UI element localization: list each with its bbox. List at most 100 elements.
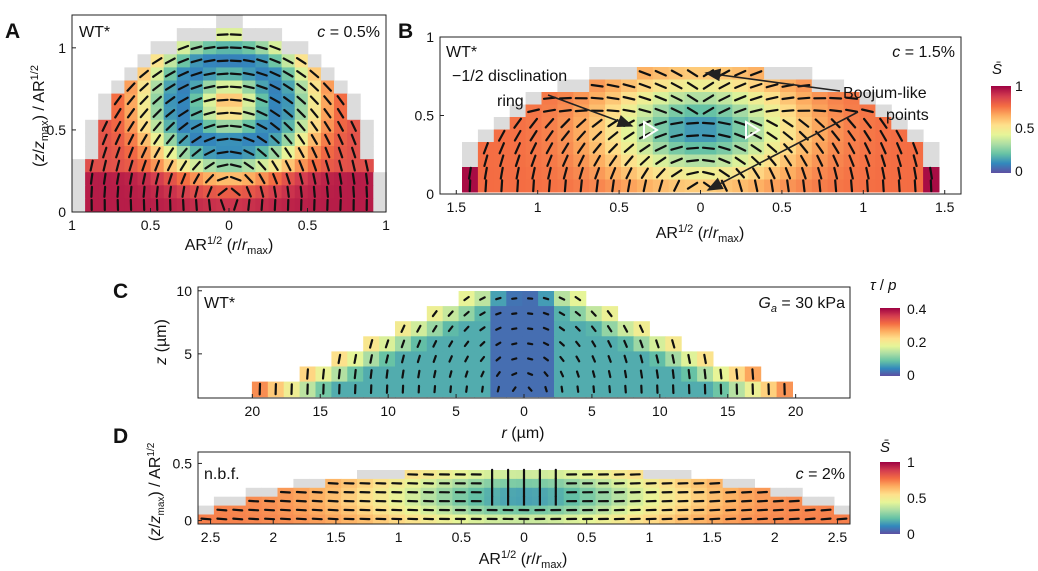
director-rod — [139, 108, 149, 119]
director-rod — [114, 120, 122, 132]
director-rod — [640, 167, 649, 179]
heatmap-cell — [320, 67, 335, 81]
director-rod — [786, 179, 790, 193]
director-rod — [152, 95, 162, 105]
director-rod — [496, 385, 500, 393]
director-rod — [639, 339, 644, 349]
director-rod — [365, 172, 369, 185]
panel-b-condition-label: c = 1.5% — [892, 44, 955, 61]
panel-d-heatmap — [198, 468, 851, 524]
director-rod — [863, 142, 872, 155]
director-rod — [256, 135, 268, 144]
director-rod — [243, 149, 255, 156]
director-rod — [800, 166, 807, 180]
director-rod — [655, 156, 667, 165]
director-rod — [369, 339, 374, 349]
director-rod — [296, 95, 307, 105]
director-rod — [784, 167, 792, 180]
director-rod — [279, 508, 291, 512]
director-rod — [203, 84, 216, 90]
director-rod — [500, 179, 504, 193]
disclination-label-line1: −1/2 disclination — [452, 68, 567, 85]
director-rod — [686, 106, 699, 115]
director-rod — [203, 45, 216, 50]
director-rod — [311, 490, 323, 494]
heatmap-cell — [72, 185, 86, 199]
director-rod — [836, 517, 848, 521]
director-rod — [544, 385, 548, 393]
director-rod — [820, 517, 832, 521]
director-rod — [216, 124, 229, 129]
director-rod — [670, 145, 684, 151]
director-rod — [481, 385, 484, 393]
director-rod — [152, 82, 163, 92]
director-rod — [153, 134, 162, 145]
y-tick-label: 0 — [184, 513, 192, 529]
director-rod — [847, 130, 856, 142]
director-rod — [323, 95, 332, 106]
director-rod — [479, 341, 486, 347]
director-rod — [192, 160, 201, 171]
heatmap-cell — [659, 470, 676, 480]
director-rod — [89, 172, 94, 185]
director-rod — [749, 70, 763, 77]
director-rod — [285, 172, 291, 185]
heatmap-cell — [261, 487, 278, 498]
director-rod — [701, 146, 716, 150]
director-rod — [848, 154, 855, 167]
director-rod — [295, 499, 307, 503]
heatmap-cell — [360, 146, 374, 160]
director-rod — [279, 517, 291, 521]
heatmap-cell — [525, 92, 542, 105]
director-rod — [204, 161, 215, 170]
director-rod — [401, 354, 405, 364]
heatmap-cell — [72, 159, 86, 173]
director-rod — [165, 121, 175, 131]
y-tick-label: 0.5 — [47, 122, 67, 138]
director-rod — [913, 166, 918, 180]
director-rod — [733, 95, 747, 102]
director-rod — [654, 120, 668, 126]
heatmap-cell — [245, 487, 263, 498]
heatmap-cell — [923, 142, 940, 155]
director-rod — [165, 96, 176, 105]
director-rod — [448, 355, 453, 363]
director-rod — [325, 185, 329, 198]
heatmap-cell — [72, 172, 86, 186]
director-rod — [607, 340, 613, 348]
director-rod — [327, 490, 339, 494]
heatmap-cell — [811, 79, 829, 93]
director-rod — [270, 147, 280, 158]
director-rod — [607, 370, 612, 379]
director-rod — [702, 81, 715, 90]
x-tick-label: 1 — [859, 199, 867, 215]
director-rod — [495, 311, 502, 316]
director-rod — [337, 133, 344, 146]
director-rod — [709, 482, 721, 485]
director-rod — [447, 325, 454, 333]
director-rod — [204, 149, 216, 156]
panel-d-condition-label: c = 2% — [796, 466, 845, 483]
director-rod — [203, 97, 216, 103]
director-rod — [400, 324, 406, 333]
x-tick-label: 1.5 — [326, 529, 346, 545]
director-rod — [560, 118, 571, 129]
director-rod — [560, 385, 564, 393]
director-rod — [686, 81, 699, 90]
panel-c-sample-label: WT* — [204, 295, 235, 312]
director-rod — [140, 134, 148, 145]
director-rod — [279, 490, 291, 494]
director-rod — [311, 499, 323, 503]
director-rod — [576, 142, 586, 154]
heatmap-cell — [388, 470, 406, 480]
director-rod — [164, 83, 176, 91]
director-rod — [737, 179, 743, 193]
director-rod — [283, 134, 293, 145]
director-rod — [433, 385, 437, 394]
director-rod — [511, 342, 518, 346]
director-rod — [166, 160, 174, 172]
director-rod — [139, 95, 149, 105]
heatmap-cell — [795, 67, 813, 80]
director-rod — [216, 46, 229, 50]
director-rod — [177, 83, 189, 91]
